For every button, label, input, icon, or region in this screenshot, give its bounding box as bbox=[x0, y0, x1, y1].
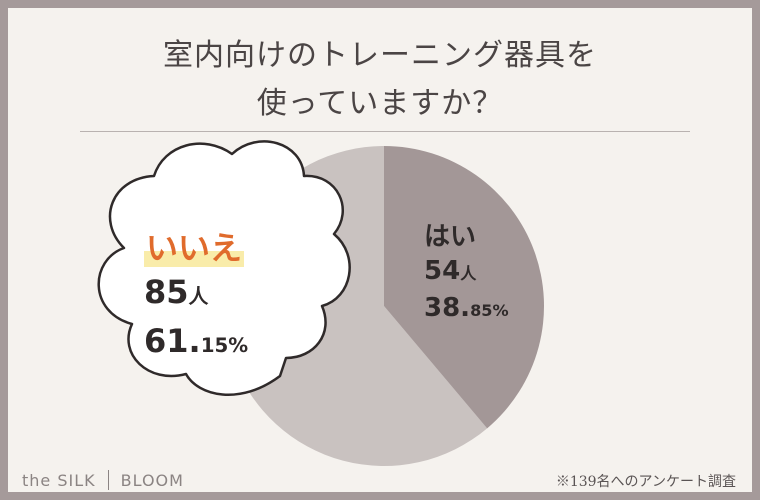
brand-right: BLOOM bbox=[121, 471, 184, 490]
slice-percent-no: 61.15% bbox=[144, 319, 248, 368]
slice-count-no: 85人 bbox=[144, 270, 248, 319]
slice-percent-yes: 38.85% bbox=[424, 291, 509, 328]
slice-label-no: いいえ 85人 61.15% bbox=[144, 226, 248, 368]
card: 室内向けのトレーニング器具を 使っていますか？ はい 54人 38.85% いい… bbox=[8, 8, 752, 492]
brand-logo: the SILK BLOOM bbox=[22, 470, 184, 490]
brand-separator bbox=[108, 470, 109, 490]
slice-count-yes: 54人 bbox=[424, 254, 509, 291]
brand-left: the SILK bbox=[22, 471, 96, 490]
slice-label-yes: はい 54人 38.85% bbox=[424, 220, 509, 328]
survey-footnote: ※139名へのアンケート調査 bbox=[556, 471, 736, 491]
pie-chart bbox=[8, 8, 752, 492]
slice-name-yes: はい bbox=[424, 220, 509, 254]
slice-name-no: いいえ bbox=[144, 226, 248, 270]
